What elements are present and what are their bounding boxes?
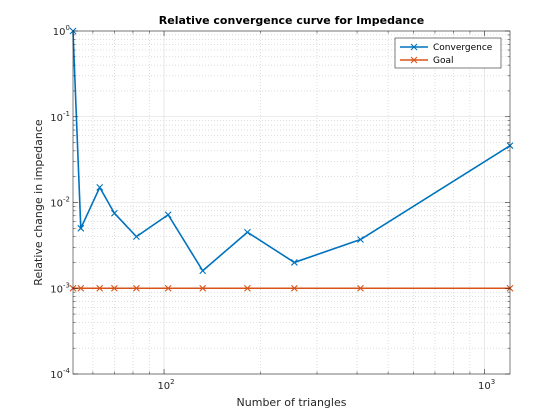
y-tick-label: 10-2 bbox=[50, 196, 70, 210]
y-tick-label: 100 bbox=[53, 24, 70, 38]
data-point-marker bbox=[77, 284, 85, 292]
legend: Convergence Goal bbox=[394, 37, 502, 69]
data-point-marker bbox=[244, 228, 251, 236]
data-point-marker bbox=[133, 233, 140, 241]
chart-title: Relative convergence curve for Impedance bbox=[159, 14, 424, 27]
y-tick-label: 10-4 bbox=[50, 367, 70, 381]
data-point-marker bbox=[290, 284, 298, 292]
data-point-marker bbox=[96, 284, 104, 292]
data-point-marker bbox=[133, 284, 140, 292]
tick-labels: 102 103 10-4 10-3 10-2 10-1 100 bbox=[50, 24, 495, 392]
data-point-marker bbox=[96, 184, 104, 191]
data-point-marker bbox=[110, 284, 118, 292]
y-tick-label: 10-3 bbox=[50, 281, 70, 295]
series-1 bbox=[69, 27, 514, 275]
legend-label: Goal bbox=[433, 56, 454, 66]
data-point-marker bbox=[77, 224, 85, 232]
data-point-marker bbox=[244, 284, 251, 292]
data-point-marker bbox=[164, 284, 172, 292]
legend-label: Convergence bbox=[433, 43, 493, 53]
y-axis-label: Relative change in impedance bbox=[32, 119, 45, 286]
x-tick-label: 102 bbox=[157, 378, 174, 392]
data-point-marker bbox=[164, 211, 172, 219]
y-tick-label: 10-1 bbox=[50, 110, 70, 124]
axis-ticks bbox=[73, 30, 510, 375]
legend-marker bbox=[410, 56, 418, 64]
legend-box bbox=[394, 37, 502, 69]
data-point-marker bbox=[290, 259, 298, 266]
data-point-marker bbox=[199, 284, 207, 292]
data-point-marker bbox=[357, 284, 364, 292]
data-point-marker bbox=[199, 267, 207, 275]
data-point-marker bbox=[110, 209, 118, 217]
legend-marker bbox=[410, 43, 418, 51]
x-tick-label: 103 bbox=[478, 378, 495, 392]
x-axis-label: Number of triangles bbox=[237, 396, 347, 409]
data-point-marker bbox=[357, 236, 364, 243]
